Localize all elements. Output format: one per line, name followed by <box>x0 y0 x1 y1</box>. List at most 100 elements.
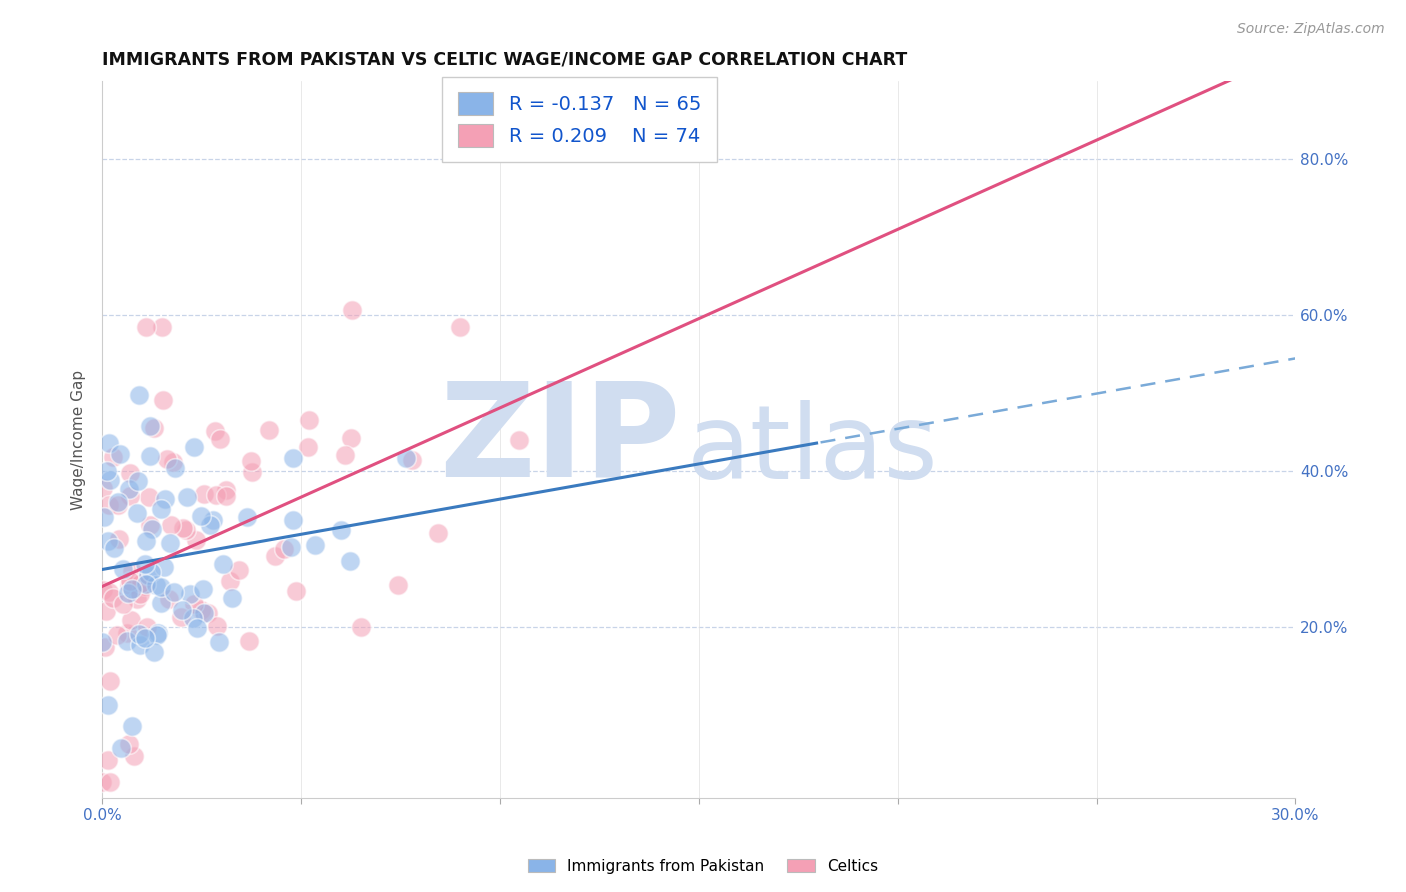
Point <box>91 635 114 649</box>
Point <box>134 579 156 593</box>
Point <box>110 740 132 755</box>
Point <box>163 585 186 599</box>
Point <box>91 775 114 789</box>
Point <box>184 533 207 548</box>
Point <box>201 513 224 527</box>
Point <box>172 521 194 535</box>
Point <box>157 591 180 606</box>
Point <box>128 626 150 640</box>
Point <box>103 450 125 464</box>
Point <box>93 510 115 524</box>
Point <box>395 451 418 466</box>
Point <box>110 447 132 461</box>
Point <box>135 577 157 591</box>
Point <box>193 582 215 597</box>
Point <box>98 584 121 599</box>
Point <box>97 753 120 767</box>
Point <box>121 719 143 733</box>
Point <box>215 483 238 497</box>
Point <box>135 319 157 334</box>
Point <box>94 604 117 618</box>
Point <box>193 606 215 620</box>
Point <box>138 490 160 504</box>
Point <box>183 597 205 611</box>
Point <box>209 433 232 447</box>
Point <box>97 498 120 512</box>
Point <box>127 592 149 607</box>
Point <box>105 628 128 642</box>
Point <box>103 541 125 555</box>
Point <box>120 466 142 480</box>
Point <box>155 491 177 506</box>
Point <box>150 502 173 516</box>
Point <box>150 581 173 595</box>
Y-axis label: Wage/Income Gap: Wage/Income Gap <box>72 369 86 509</box>
Point <box>118 737 141 751</box>
Point <box>118 578 141 592</box>
Point <box>112 562 135 576</box>
Point <box>340 303 363 318</box>
Point <box>98 673 121 688</box>
Point <box>101 591 124 605</box>
Point <box>304 538 326 552</box>
Point <box>142 421 165 435</box>
Point <box>335 449 357 463</box>
Point <box>97 698 120 712</box>
Point <box>150 597 173 611</box>
Point <box>211 558 233 572</box>
Point <box>215 489 238 503</box>
Point <box>283 513 305 527</box>
Point <box>280 540 302 554</box>
Point <box>124 749 146 764</box>
Point <box>97 436 120 450</box>
Point <box>508 433 530 447</box>
Point <box>165 461 187 475</box>
Point <box>129 587 152 601</box>
Point <box>190 508 212 523</box>
Point <box>120 613 142 627</box>
Point <box>142 645 165 659</box>
Point <box>208 634 231 648</box>
Point <box>125 506 148 520</box>
Legend: R = -0.137   N = 65, R = 0.209    N = 74: R = -0.137 N = 65, R = 0.209 N = 74 <box>443 77 717 162</box>
Point <box>264 549 287 563</box>
Point <box>204 424 226 438</box>
Text: ZIP: ZIP <box>440 376 681 503</box>
Point <box>118 482 141 496</box>
Point <box>145 578 167 592</box>
Point <box>401 453 423 467</box>
Point <box>257 423 280 437</box>
Point <box>179 587 201 601</box>
Point <box>152 559 174 574</box>
Point <box>112 597 135 611</box>
Point <box>136 620 159 634</box>
Point <box>135 534 157 549</box>
Point <box>115 633 138 648</box>
Point <box>139 419 162 434</box>
Point <box>176 490 198 504</box>
Point <box>146 626 169 640</box>
Point <box>239 453 262 467</box>
Point <box>221 591 243 605</box>
Point <box>240 465 263 479</box>
Point <box>339 432 361 446</box>
Point <box>134 557 156 571</box>
Point <box>107 498 129 512</box>
Text: IMMIGRANTS FROM PAKISTAN VS CELTIC WAGE/INCOME GAP CORRELATION CHART: IMMIGRANTS FROM PAKISTAN VS CELTIC WAGE/… <box>103 51 907 69</box>
Text: atlas: atlas <box>688 400 939 501</box>
Point <box>172 603 194 617</box>
Point <box>129 576 152 591</box>
Point <box>107 495 129 509</box>
Point <box>329 523 352 537</box>
Point <box>156 452 179 467</box>
Point <box>136 567 159 582</box>
Point <box>218 574 240 588</box>
Point <box>426 525 449 540</box>
Point <box>96 464 118 478</box>
Point <box>94 640 117 654</box>
Point <box>146 628 169 642</box>
Point <box>170 610 193 624</box>
Point <box>236 510 259 524</box>
Point <box>138 518 160 533</box>
Point <box>128 388 150 402</box>
